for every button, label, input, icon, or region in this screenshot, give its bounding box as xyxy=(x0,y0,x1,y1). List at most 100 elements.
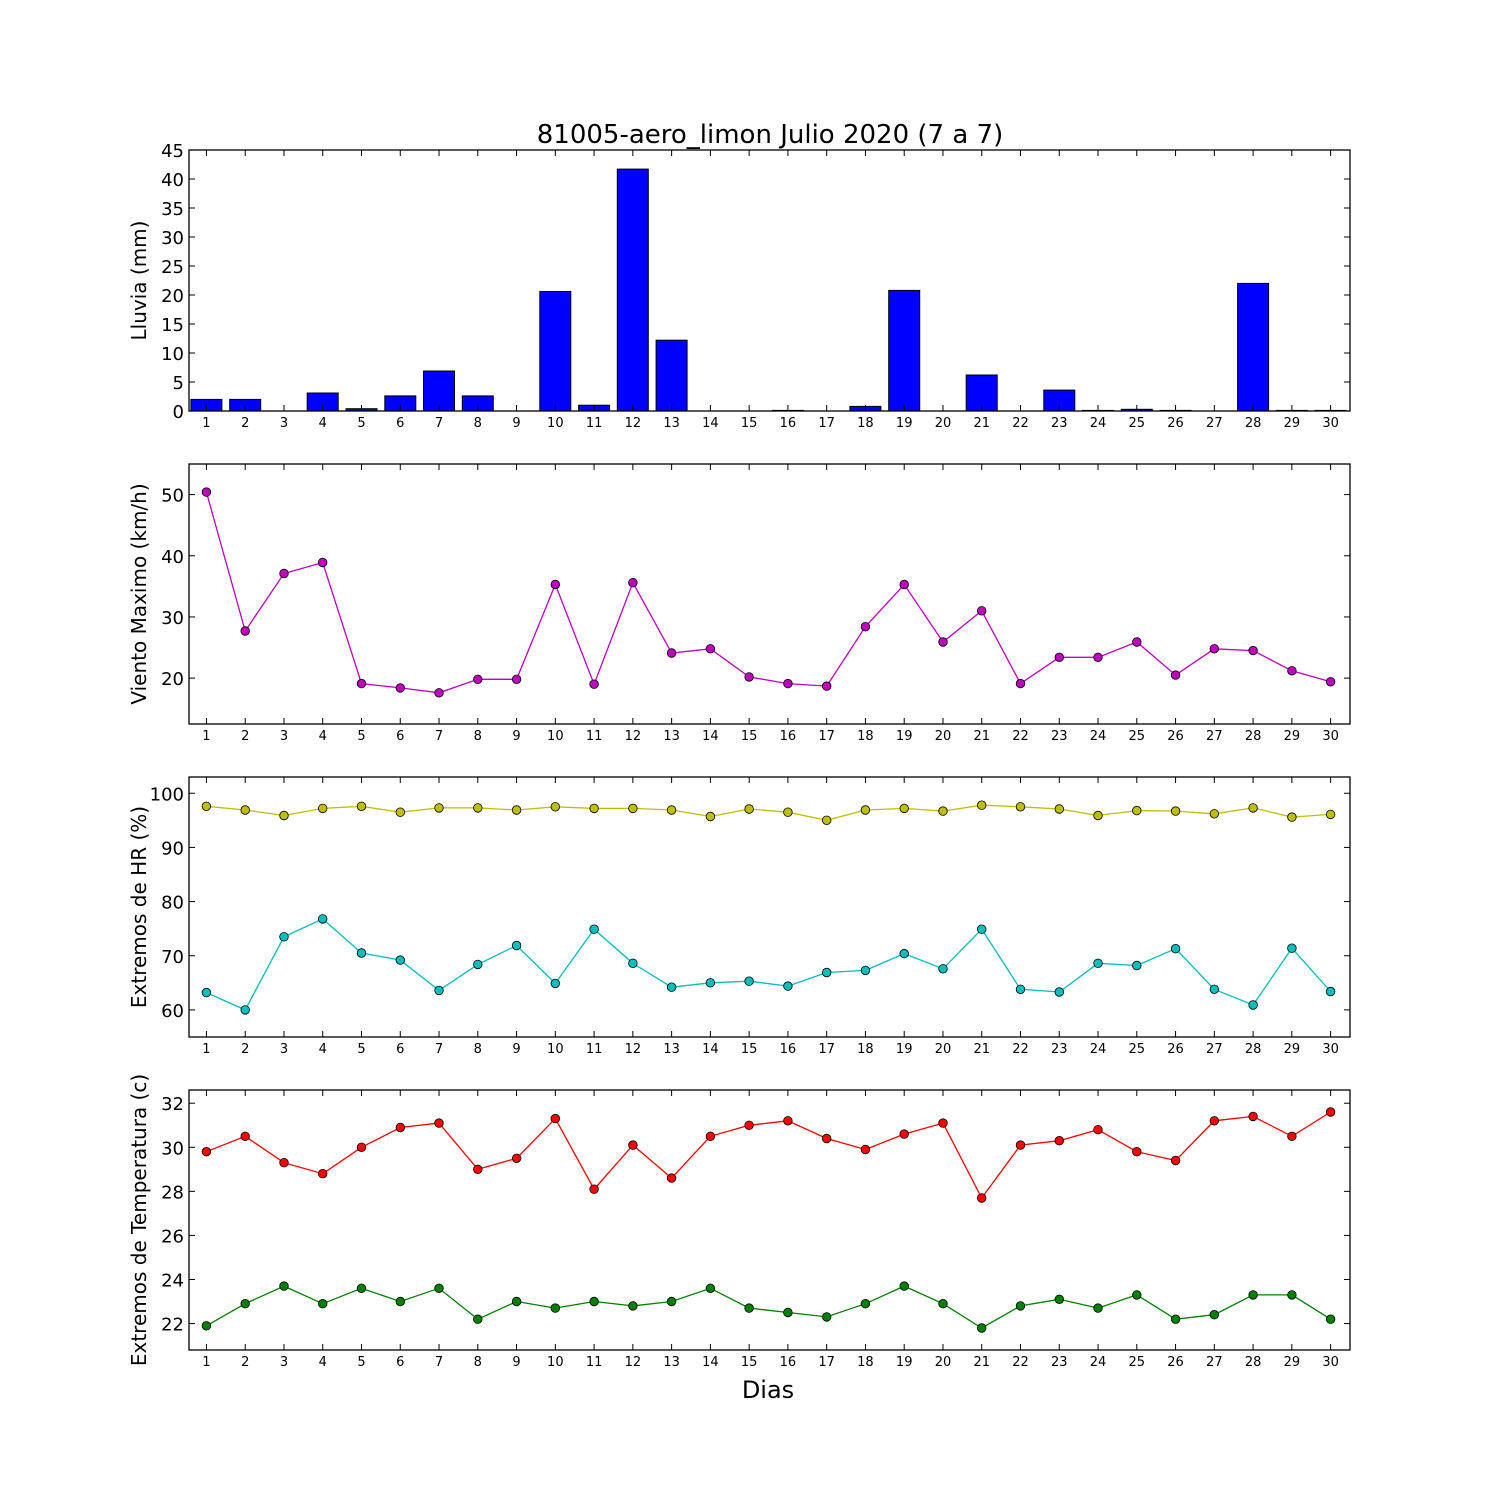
series-2-point-day-15 xyxy=(744,976,754,986)
series-1-point-day-4 xyxy=(318,557,328,568)
ytick-label: 25 xyxy=(161,257,184,278)
series-2-point-day-26 xyxy=(1170,1314,1181,1324)
ytick-label: 5 xyxy=(173,373,184,394)
series-1-point-day-10 xyxy=(550,579,561,590)
series-1-point-day-16 xyxy=(783,807,793,817)
xtick-label: 15 xyxy=(741,1042,758,1057)
series-1-point-day-30 xyxy=(1325,1107,1336,1117)
series-2-point-day-10 xyxy=(550,978,561,989)
series-2-point-day-23 xyxy=(1054,1294,1065,1305)
xtick-label: 2 xyxy=(241,416,249,431)
ytick-label: 20 xyxy=(161,286,184,307)
xtick-label: 26 xyxy=(1167,1355,1184,1370)
series-2-point-day-28 xyxy=(1248,1000,1258,1010)
xtick-label: 18 xyxy=(857,729,874,744)
series-2-point-day-19 xyxy=(899,1281,909,1291)
series-1-point-day-8 xyxy=(473,1164,483,1175)
plot-frame xyxy=(188,463,1351,725)
series-1-point-day-24 xyxy=(1093,1124,1103,1135)
series-1-point-day-30 xyxy=(1325,677,1336,687)
ytick-label: 0 xyxy=(173,402,184,423)
ytick-label: 90 xyxy=(161,838,184,859)
series-2-point-day-16 xyxy=(783,1307,793,1318)
ytick-label: 35 xyxy=(161,199,184,220)
series-2-line xyxy=(206,918,1332,1011)
series-1-point-day-30 xyxy=(1325,809,1336,820)
xtick-label: 15 xyxy=(741,1355,758,1370)
ytick-label: 30 xyxy=(161,1138,184,1159)
series-1-point-day-26 xyxy=(1170,1155,1181,1166)
xtick-label: 9 xyxy=(512,729,520,744)
series-1-point-day-11 xyxy=(589,803,599,814)
xtick-label: 25 xyxy=(1129,1042,1146,1057)
xtick-label: 20 xyxy=(935,416,952,431)
xtick-label: 3 xyxy=(280,416,288,431)
xtick-label: 8 xyxy=(474,416,482,431)
series-2-point-day-30 xyxy=(1325,986,1336,997)
xtick-label: 30 xyxy=(1322,1355,1339,1370)
ytick-label: 40 xyxy=(161,547,184,568)
series-2-point-day-5 xyxy=(356,1283,367,1294)
series-2-point-day-17 xyxy=(822,1312,832,1322)
series-1-point-day-2 xyxy=(240,1131,250,1142)
xtick-label: 19 xyxy=(896,1042,913,1057)
series-1-point-day-29 xyxy=(1287,666,1297,676)
series-1-point-day-29 xyxy=(1287,812,1297,822)
xtick-label: 21 xyxy=(973,1042,990,1057)
series-1-point-day-23 xyxy=(1054,1135,1065,1146)
series-2-point-day-20 xyxy=(938,964,948,974)
ytick-label: 15 xyxy=(161,315,184,336)
series-1-point-day-10 xyxy=(550,1113,561,1124)
xtick-label: 22 xyxy=(1012,729,1029,744)
xtick-label: 7 xyxy=(435,729,443,744)
series-2-point-day-29 xyxy=(1287,1290,1297,1300)
xtick-label: 12 xyxy=(625,416,642,431)
series-1-point-day-22 xyxy=(1015,802,1026,812)
series-2-point-day-12 xyxy=(628,958,638,969)
series-2-point-day-11 xyxy=(589,1296,599,1307)
series-2-point-day-4 xyxy=(318,1298,328,1309)
series-1-point-day-18 xyxy=(860,1144,871,1155)
series-2-line xyxy=(206,1285,1331,1329)
plot-frame xyxy=(188,149,1351,412)
ytick-label: 28 xyxy=(161,1182,184,1203)
xtick-label: 3 xyxy=(280,1355,288,1370)
xtick-label: 8 xyxy=(474,1042,482,1057)
series-2-point-day-13 xyxy=(666,982,677,992)
xtick-label: 16 xyxy=(780,416,797,431)
series-1-point-day-21 xyxy=(977,1193,987,1203)
series-1-point-day-9 xyxy=(511,805,522,815)
series-1-point-day-3 xyxy=(279,568,289,579)
series-1-point-day-24 xyxy=(1093,810,1103,821)
xtick-label: 25 xyxy=(1129,416,1146,431)
xtick-label: 27 xyxy=(1206,1355,1223,1370)
plot-frame xyxy=(188,776,1351,1038)
ytick-label: 100 xyxy=(150,784,184,805)
series-2-point-day-3 xyxy=(279,932,289,942)
series-1-point-day-1 xyxy=(201,801,212,812)
xtick-label: 3 xyxy=(280,1042,288,1057)
series-1-point-day-18 xyxy=(860,622,871,632)
xtick-label: 10 xyxy=(547,1042,564,1057)
series-1-point-day-16 xyxy=(783,678,793,689)
xtick-label: 21 xyxy=(973,416,990,431)
xtick-label: 4 xyxy=(319,1355,327,1370)
bar-day-10 xyxy=(539,291,572,412)
xtick-label: 25 xyxy=(1129,1355,1146,1370)
series-2-point-day-28 xyxy=(1248,1290,1258,1300)
xtick-label: 20 xyxy=(935,729,952,744)
series-2-point-day-26 xyxy=(1170,944,1181,954)
ytick-label: 10 xyxy=(161,344,184,365)
series-1-point-day-15 xyxy=(744,672,754,682)
series-2-point-day-15 xyxy=(744,1303,754,1313)
xtick-label: 23 xyxy=(1051,1042,1068,1057)
xtick-label: 2 xyxy=(241,729,249,744)
xtick-label: 5 xyxy=(357,1355,365,1370)
xtick-label: 19 xyxy=(896,1355,913,1370)
xtick-label: 13 xyxy=(663,1042,680,1057)
xtick-label: 2 xyxy=(241,1042,249,1057)
series-2-point-day-6 xyxy=(395,955,406,965)
